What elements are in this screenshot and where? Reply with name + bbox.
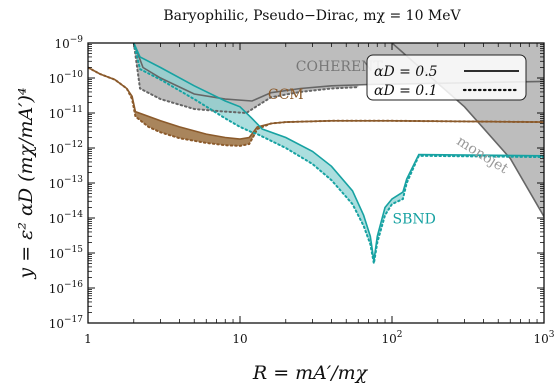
x-tick-label: 1 (84, 332, 92, 346)
annotation-ccm: CCM (268, 87, 304, 103)
x-axis-label: R = mA′/mχ (252, 362, 369, 384)
y-tick-label: 10−15 (49, 245, 84, 261)
y-tick-label: 10−13 (49, 175, 84, 191)
sbnd-dotted-line (132, 43, 544, 264)
monojet-region-fill (392, 43, 544, 217)
legend-items: αD = 0.5 αD = 0.1 (374, 64, 521, 99)
legend-label: αD = 0.1 (374, 83, 438, 99)
x-tick-label: 10 (232, 332, 247, 346)
x-tick-label: 103 (533, 330, 554, 346)
coherent-dotted-line (132, 43, 360, 115)
chart-title: Baryophilic, Pseudo−Dirac, mχ = 10 MeV (163, 8, 461, 24)
ccm-dotted-line (88, 66, 544, 147)
y-tick-label: 10−17 (49, 315, 84, 331)
y-tick-label: 10−11 (49, 105, 83, 121)
coherent-solid-line (133, 43, 544, 102)
legend-box (366, 54, 527, 101)
annotation-sbnd: SBND (393, 211, 436, 227)
x-tick-label: 102 (381, 330, 402, 346)
annotation-coherent: COHERENT (296, 59, 384, 75)
ticks-layer: 1 10 102 103 10−17 10−16 10−15 10−14 10−13 10−12 1… (49, 35, 554, 346)
y-tick-label: 10−10 (49, 70, 84, 86)
y-tick-label: 10−16 (49, 280, 84, 296)
series-layer (88, 43, 544, 264)
y-tick-label: 10−9 (54, 35, 83, 51)
sbnd-solid-line (133, 43, 544, 261)
y-tick-label: 10−14 (49, 210, 84, 226)
y-tick-label: 10−12 (49, 140, 83, 156)
y-axis-label: y = ε² αD (mχ/mA′)⁴ (15, 87, 37, 279)
legend-label: αD = 0.5 (374, 64, 438, 80)
legend: αD = 0.5 αD = 0.1 (366, 54, 527, 101)
